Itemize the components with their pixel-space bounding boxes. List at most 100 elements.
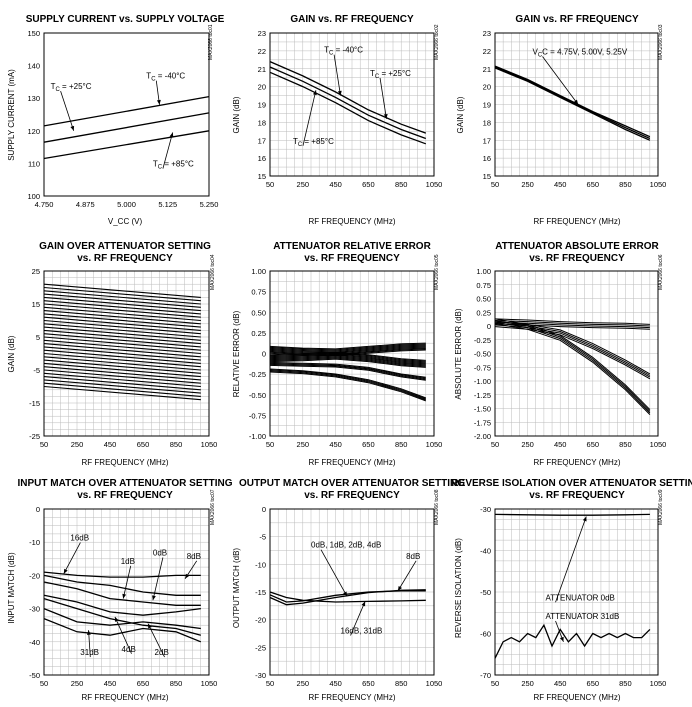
- series-line-band-lower-0: [269, 358, 426, 368]
- plot-frame: [43, 508, 210, 676]
- series-line-atten-18db: [43, 343, 201, 358]
- y-tick-label: 0.25: [476, 308, 491, 317]
- annotation-label: 0dB, 1dB, 2dB, 4dB: [311, 541, 381, 550]
- series-line-atten-27db: [43, 372, 201, 388]
- series-line-trace-a-1: [269, 363, 426, 380]
- series-line-t-c-40-c: [269, 61, 427, 134]
- x-axis-label: RF FREQUENCY (MHz): [309, 217, 396, 226]
- x-tick-label: 650: [587, 180, 600, 189]
- series-line-2db: [43, 607, 201, 630]
- x-tick-label: 50: [266, 679, 274, 688]
- y-axis-label: GAIN (dB): [232, 96, 241, 133]
- y-tick-label: 21: [258, 65, 266, 74]
- y-tick-label: -50: [29, 671, 40, 680]
- annotation-label: TC = -40°C: [146, 72, 185, 83]
- series-line-atten-15db: [43, 333, 201, 348]
- y-tick-label: 20: [483, 83, 491, 92]
- series-line-atten-1db: [43, 286, 201, 302]
- series-line-group-1-2: [494, 320, 650, 327]
- x-axis-label: RF FREQUENCY (MHz): [534, 217, 621, 226]
- x-tick-label: 650: [137, 679, 150, 688]
- series-line-8db: [43, 594, 201, 616]
- chart-title-line-1: GAIN OVER ATTENUATOR SETTING: [39, 241, 211, 252]
- y-tick-label: 0.75: [251, 288, 266, 297]
- y-tick-label: 110: [28, 159, 40, 168]
- series-line-atten-29db: [43, 379, 201, 394]
- annotation-arrow: [542, 56, 579, 105]
- y-tick-label: -20: [29, 571, 40, 580]
- figure-id: MAX2066 toc09: [658, 489, 664, 525]
- x-tick-label: 450: [104, 679, 117, 688]
- x-tick-label: 650: [587, 440, 600, 449]
- series-line-group-3-1: [494, 321, 651, 414]
- x-tick-label: 4.750: [35, 200, 54, 209]
- y-tick-label: 21: [483, 65, 491, 74]
- y-tick-label: 16: [258, 154, 266, 163]
- annotation-label: ATTENUATOR 0dB: [546, 593, 615, 602]
- y-tick-label: 18: [258, 118, 266, 127]
- series-line-atten-9db: [43, 313, 201, 328]
- figure-id: MAX2066 toc07: [210, 489, 216, 525]
- annotation-arrowhead: [63, 568, 68, 574]
- y-tick-label: 5: [36, 333, 40, 342]
- x-tick-label: 650: [362, 180, 375, 189]
- series-line-atten-22db: [43, 356, 201, 371]
- series-line-atten-3db: [43, 293, 201, 308]
- series-line-group-3-3: [494, 318, 651, 410]
- y-tick-label: -0.50: [249, 391, 266, 400]
- y-tick-label: 23: [258, 29, 266, 38]
- chart-title-line-2: vs. RF FREQUENCY: [77, 253, 173, 264]
- x-tick-label: 250: [297, 180, 310, 189]
- y-tick-label: -30: [29, 605, 40, 614]
- annotation-label: 2dB: [155, 648, 169, 657]
- x-tick-label: 450: [329, 440, 342, 449]
- annotation-label: 16dB: [70, 534, 89, 543]
- x-tick-label: 250: [521, 440, 534, 449]
- annotation-arrow: [162, 132, 174, 169]
- plot-frame: [269, 32, 435, 177]
- series-line-atten-19db: [43, 346, 201, 361]
- series-line-band-lower-3: [269, 355, 426, 365]
- series-line-atten-17db: [43, 339, 201, 355]
- annotation-arrow: [555, 516, 587, 603]
- x-tick-label: 50: [491, 180, 499, 189]
- series-line-band-upper-3: [269, 346, 426, 354]
- x-tick-label: 1050: [201, 440, 218, 449]
- series-line-atten-31db: [43, 385, 201, 401]
- annotation-arrowhead: [70, 125, 75, 131]
- chart-title-line-1: ATTENUATOR ABSOLUTE ERROR: [495, 241, 659, 252]
- y-tick-label: -10: [255, 560, 266, 569]
- chart-title-line-1: ATTENUATOR RELATIVE ERROR: [273, 241, 431, 252]
- chart-title-line-2: vs. RF FREQUENCY: [529, 253, 625, 264]
- x-tick-label: 5.000: [117, 200, 136, 209]
- series-line-band-upper-5: [269, 344, 426, 352]
- x-axis-label: RF FREQUENCY (MHz): [534, 693, 621, 702]
- annotation-arrowhead: [114, 616, 119, 622]
- x-tick-label: 1050: [650, 180, 667, 189]
- chart-title-line-2: vs. RF FREQUENCY: [77, 490, 173, 501]
- annotation-label: 8dB: [187, 552, 201, 561]
- y-tick-label: -1.00: [249, 432, 266, 441]
- series-line-band-upper-6: [269, 343, 426, 351]
- annotation-arrow: [379, 77, 387, 119]
- series-line-atten-7db: [43, 306, 201, 322]
- y-tick-label: 16: [483, 154, 491, 163]
- annotation-arrow: [114, 616, 132, 654]
- y-tick-label: -10: [29, 538, 40, 547]
- series-line-band-lower-7: [269, 351, 426, 361]
- chart-title-line-2: vs. RF FREQUENCY: [304, 253, 400, 264]
- series-line-t-c-40-c: [43, 95, 210, 127]
- chart-title: GAIN OVER ATTENUATOR SETTING vs. RF FREQU…: [39, 241, 211, 264]
- x-tick-label: 850: [395, 440, 408, 449]
- series-line-atten-25db: [43, 366, 201, 381]
- annotation-arrowhead: [383, 113, 388, 119]
- y-tick-label: -30: [255, 671, 266, 680]
- series-line-atten-13db: [43, 326, 201, 341]
- x-tick-label: 4.875: [76, 200, 95, 209]
- x-tick-label: 450: [329, 679, 342, 688]
- series-line-atten-24db: [43, 362, 201, 378]
